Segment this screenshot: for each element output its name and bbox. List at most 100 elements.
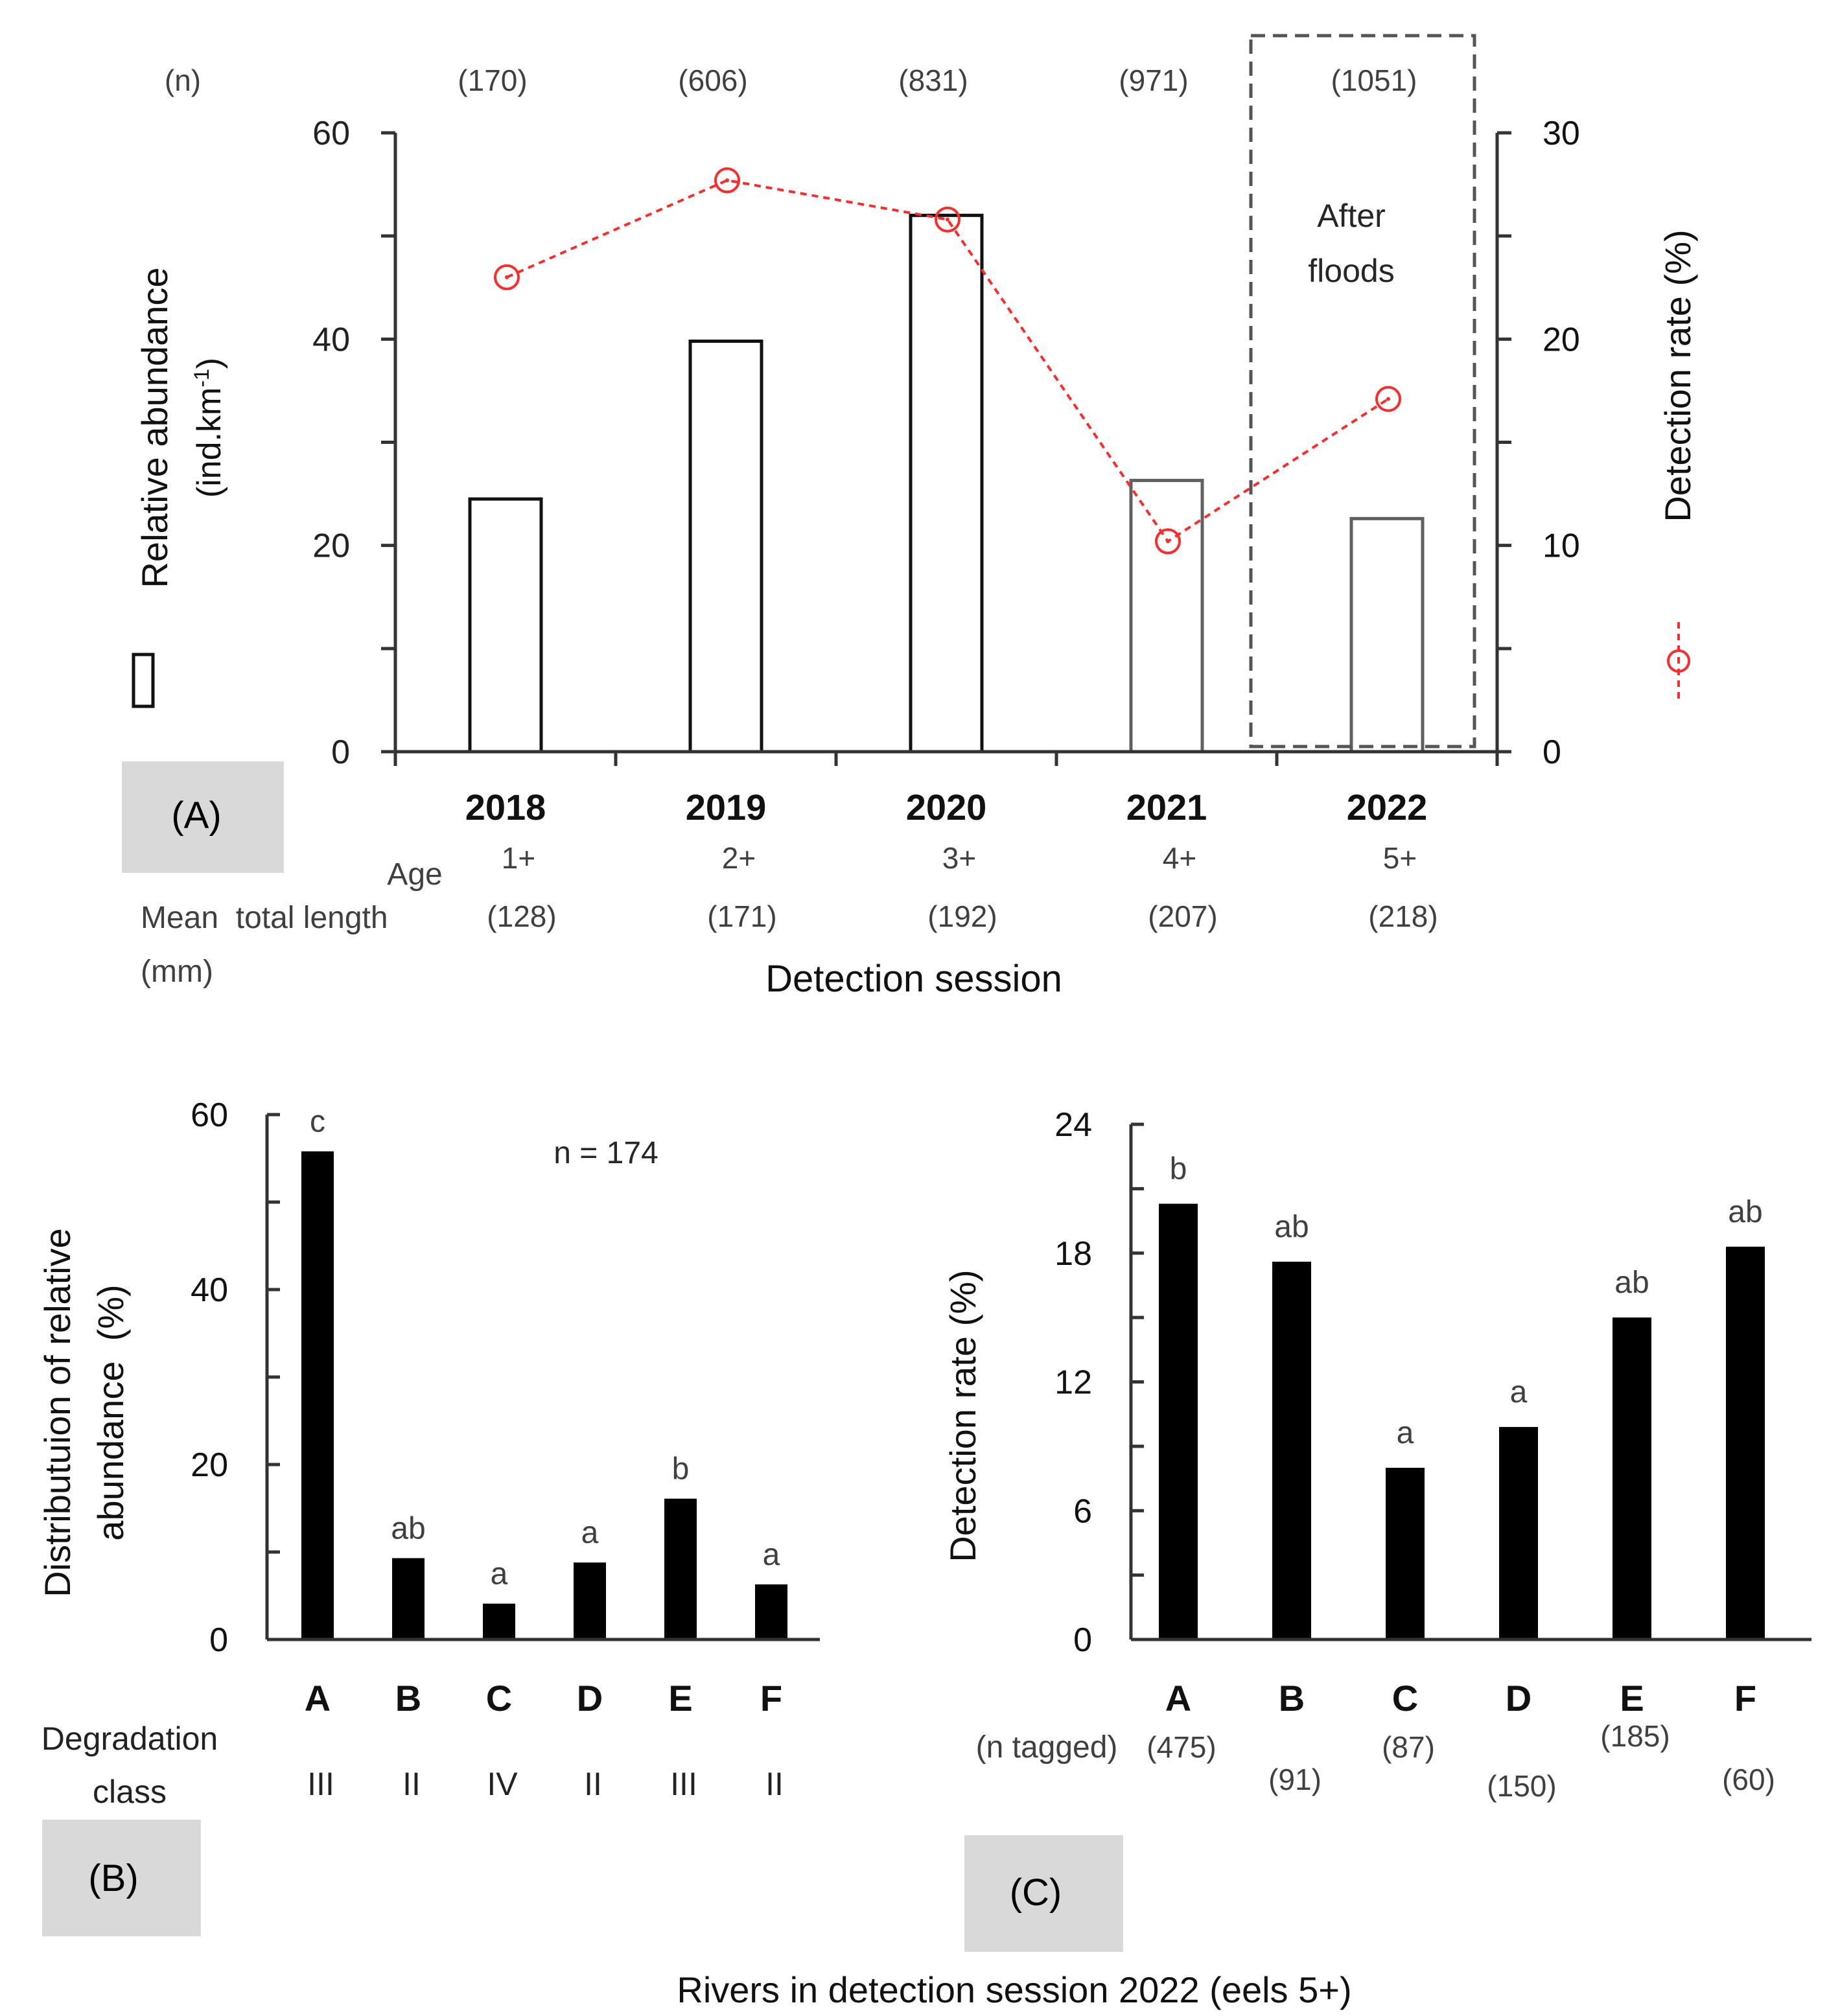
panel-a-label: (A): [171, 794, 221, 837]
panel-c-tick-label: 18: [1054, 1235, 1092, 1273]
panel-c-axes: [1129, 1122, 1811, 1641]
degradation-class-label: III: [670, 1766, 697, 1802]
abundance-distribution-bar-B: [392, 1558, 425, 1639]
river-label: D: [577, 1678, 603, 1719]
abundance-bar-2022: [1349, 516, 1425, 754]
panel-b-tick-labels: 0 20 40 60: [191, 1096, 228, 1659]
degradation-row-label-2: class: [93, 1774, 167, 1810]
n-tagged-label: (60): [1722, 1763, 1775, 1796]
n-tagged-label: (87): [1382, 1730, 1435, 1764]
figure-footer-title: Rivers in detection session 2022 (eels 5…: [677, 1969, 1351, 2010]
session-n-label: (971): [1119, 64, 1188, 97]
abundance-distribution-bar-D: [574, 1562, 606, 1639]
abundance-distribution-bar-F: [755, 1584, 787, 1639]
panel-c-significance-letters: b ab a a ab ab: [1170, 1152, 1763, 1450]
detection-point-center-2020: [946, 217, 949, 222]
session-year-label: 2018: [465, 787, 546, 828]
session-age-label: 5+: [1383, 841, 1417, 875]
panel-b-axes: [265, 1113, 820, 1641]
n-tagged-label: (150): [1487, 1769, 1556, 1803]
significance-letter: a: [1510, 1375, 1528, 1409]
significance-letter: a: [1397, 1416, 1414, 1450]
panel-b-label-box: [42, 1820, 201, 1936]
session-year-label: 2020: [906, 787, 987, 828]
degradation-class-label: II: [584, 1766, 602, 1802]
detection-point-center-2021: [1166, 539, 1170, 544]
significance-letter: ab: [1274, 1210, 1309, 1244]
significance-letter: ab: [1728, 1195, 1762, 1229]
detection-point-2020: [935, 206, 961, 233]
river-label: B: [1279, 1678, 1305, 1719]
panel-c-tick-label: 0: [1073, 1621, 1092, 1659]
session-length-label: (207): [1148, 899, 1217, 933]
n-tagged-label: (475): [1147, 1730, 1216, 1764]
detection-point-2018: [494, 264, 520, 290]
session-length-label: (128): [487, 899, 556, 933]
panel-b-ylabel-1: Distributuion of relative: [37, 1228, 78, 1597]
panel-c-tick-label: 24: [1054, 1106, 1092, 1144]
panel-a-right-ylabel: Detection rate (%): [1657, 229, 1698, 522]
river-label: F: [760, 1678, 782, 1719]
panel-a-bars: [468, 213, 1425, 754]
panel-b-n-annotation: n = 174: [553, 1136, 658, 1170]
session-n-label: (606): [678, 64, 747, 97]
abundance-bar-2020: [909, 213, 984, 754]
abundance-bar-2019: [688, 340, 763, 754]
session-year-label: 2019: [686, 787, 767, 828]
panel-b-label: (B): [88, 1857, 138, 1899]
significance-letter: a: [581, 1516, 599, 1550]
abundance-distribution-bar-A: [301, 1151, 334, 1639]
significance-letter: ab: [1614, 1266, 1649, 1300]
degradation-class-label: III: [307, 1766, 334, 1802]
session-age-label: 3+: [942, 841, 976, 875]
session-length-label: (171): [707, 899, 776, 933]
panel-a-detection-points: [494, 167, 1401, 555]
panel-a-left-tick-label: 40: [312, 321, 350, 358]
panel-b-tick-label: 40: [191, 1271, 228, 1309]
panel-a-n-labels: (170) (606) (831) (971) (1051): [458, 64, 1417, 97]
session-length-label: (218): [1368, 899, 1438, 933]
bar-legend-icon: [132, 653, 155, 708]
detection-rate-bar-F: [1726, 1246, 1765, 1639]
detection-point-2019: [714, 167, 740, 194]
river-label: F: [1734, 1678, 1756, 1719]
detection-point-center-2018: [505, 275, 509, 279]
degradation-class-label: IV: [487, 1766, 518, 1802]
panel-a-left-ylabel-2: (ind.km-1): [190, 358, 228, 498]
panel-a-right-tick-label: 30: [1543, 115, 1580, 152]
panel-a-category-labels: 2018 2019 2020 2021 2022: [465, 787, 1428, 828]
degradation-class-label: II: [765, 1766, 784, 1802]
session-year-label: 2022: [1347, 787, 1428, 828]
panel-a-length-labels: (128) (171) (192) (207) (218): [487, 899, 1438, 933]
river-label: C: [1392, 1678, 1418, 1719]
panel-a-left-tick-labels: 0 20 40 60: [312, 115, 350, 771]
panel-a-label-box: [122, 761, 284, 873]
abundance-distribution-bar-E: [664, 1498, 697, 1639]
panel-a-chart: 0 20 40 60 0 10 20 30 2018 2019 2020 2021 2022 (17…: [122, 34, 1698, 1000]
panel-a-right-tick-label: 10: [1543, 527, 1580, 565]
n-tagged-label: (91): [1268, 1763, 1322, 1796]
session-age-label: 4+: [1163, 841, 1196, 875]
length-row-label-2: (mm): [141, 955, 213, 989]
session-year-label: 2021: [1126, 787, 1207, 828]
session-n-label: (170): [458, 64, 527, 97]
panel-a-annotation-box: [1249, 34, 1476, 748]
session-length-label: (192): [927, 899, 997, 933]
significance-letter: b: [1170, 1152, 1187, 1187]
panel-c-n-tagged-labels: (475) (91) (87) (150) (185) (60): [1147, 1719, 1775, 1803]
panel-c-label: (C): [1010, 1871, 1062, 1914]
significance-letter: b: [672, 1452, 690, 1487]
panel-a-left-ylabel-1: Relative abundance: [134, 267, 175, 588]
panel-a-left-tick-label: 0: [331, 734, 350, 771]
river-label: E: [1620, 1678, 1644, 1719]
panel-a-left-tick-label: 60: [312, 115, 350, 152]
river-label: E: [668, 1678, 692, 1719]
panel-a-n-header: (n): [165, 64, 201, 97]
panel-a-left-tick-label: 20: [312, 527, 350, 565]
panel-b-tick-label: 20: [191, 1446, 228, 1484]
degradation-row-label-1: Degradation: [41, 1721, 218, 1757]
panel-b-ylabel-2: abundance (%): [90, 1284, 131, 1540]
river-label: A: [1165, 1678, 1191, 1719]
